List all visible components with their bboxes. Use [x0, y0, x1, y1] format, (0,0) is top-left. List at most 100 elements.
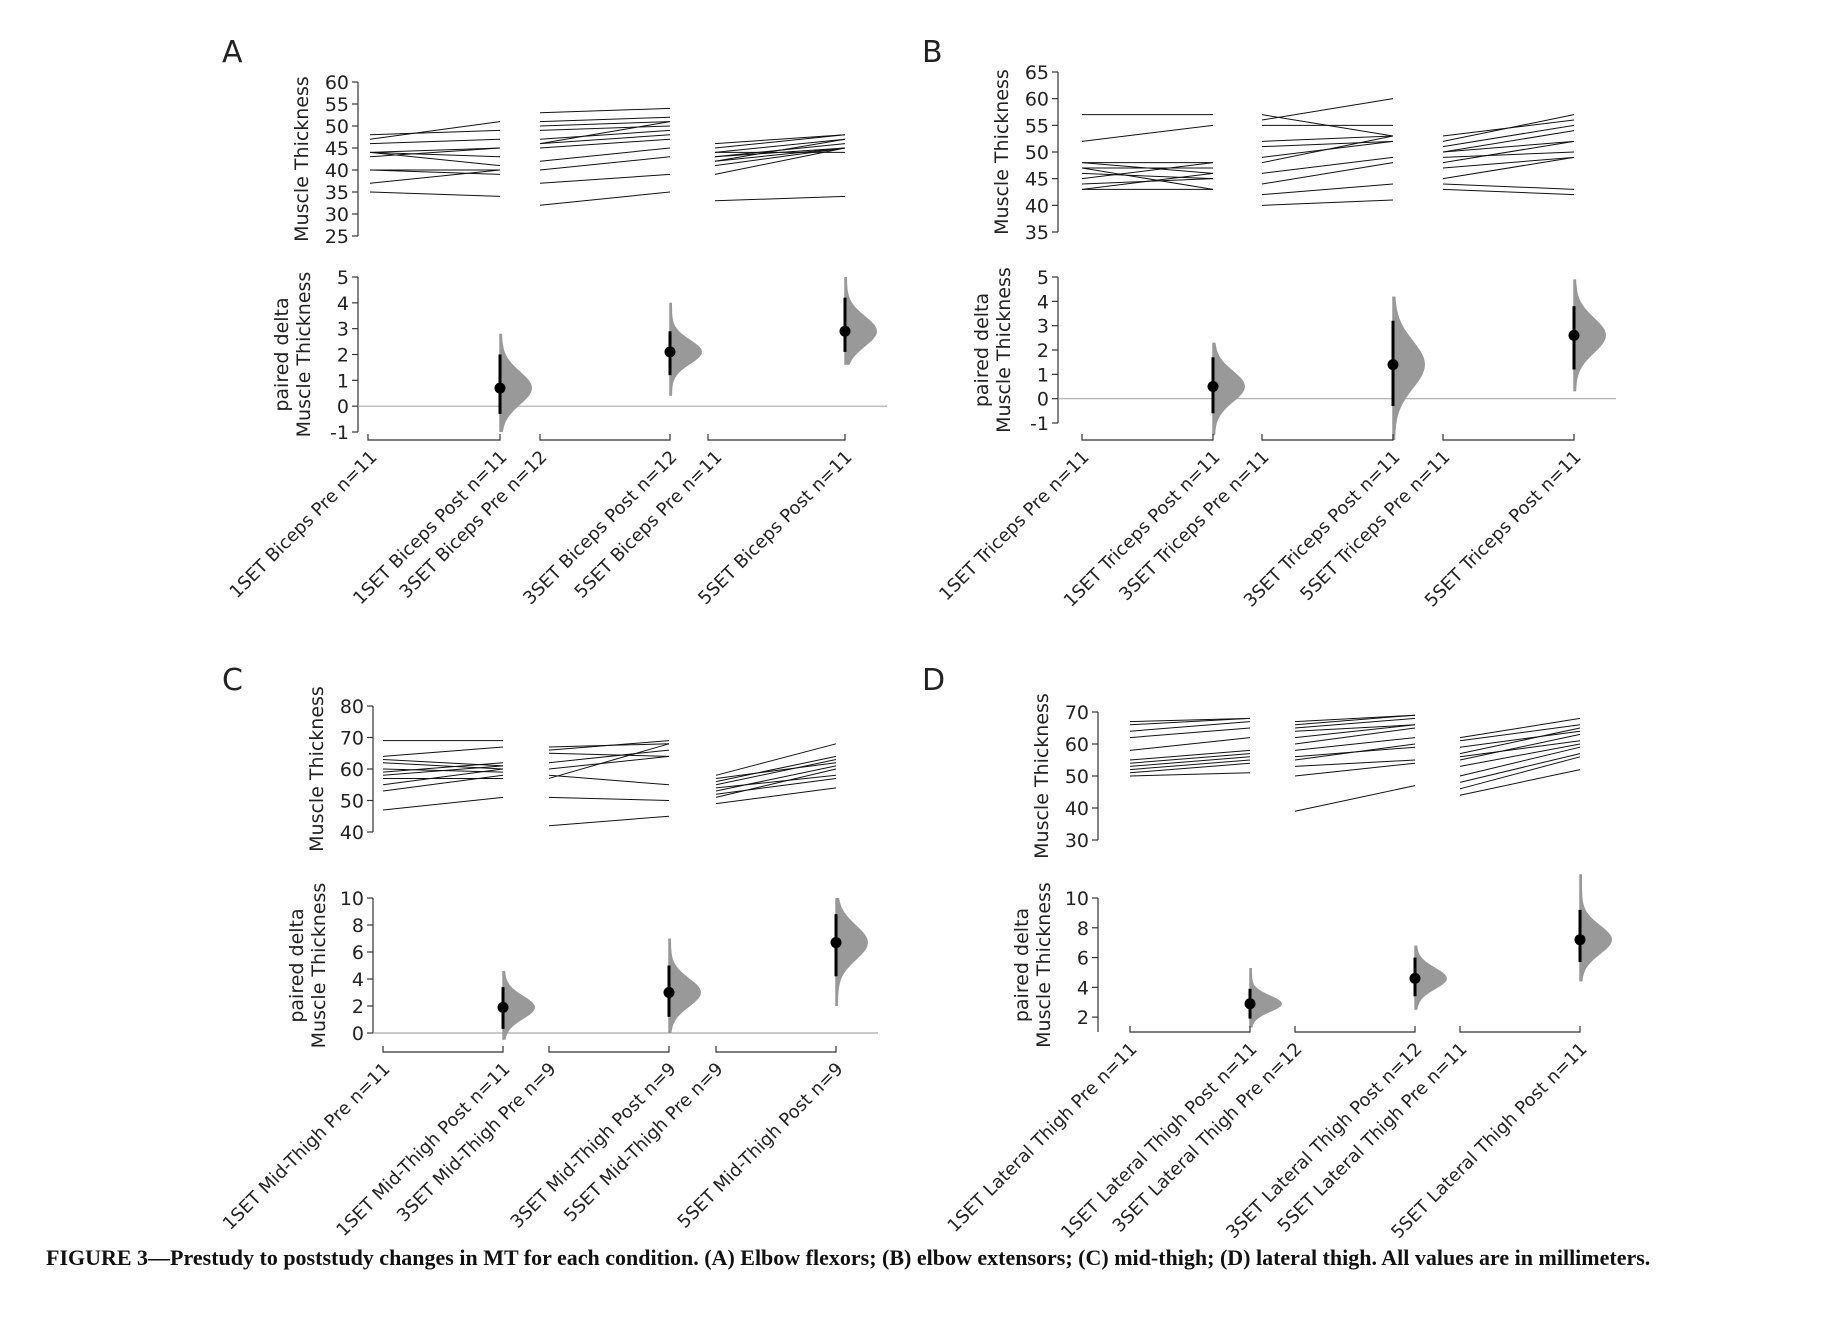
bottom-y-axis-label-2: Muscle Thickness	[1033, 882, 1055, 1048]
top-y-tick-label: 60	[340, 759, 364, 781]
paired-line	[539, 173, 671, 184]
paired-line	[1442, 151, 1575, 158]
paired-line	[548, 796, 670, 801]
paired-line	[382, 762, 504, 770]
panel-letter: A	[222, 35, 243, 70]
top-y-tick-label: 25	[325, 226, 349, 248]
delta-distribution	[670, 302, 702, 396]
category-label: 1SET Biceps Post n=11	[349, 447, 511, 609]
bottom-y-tick-label: 2	[1077, 1007, 1089, 1029]
paired-line	[1442, 140, 1575, 164]
bottom-y-tick-label: 5	[1037, 267, 1049, 289]
paired-line	[548, 743, 670, 779]
panel-d: D 30 40 50 60 70 Muscle Thickness 2 4 6 8 10 paired …	[922, 663, 1612, 1240]
top-y-tick-label: 45	[1025, 169, 1049, 191]
delta-distribution	[1250, 968, 1282, 1028]
panel-letter: B	[922, 35, 943, 70]
bottom-y-tick-label: 5	[337, 267, 349, 289]
delta-distribution	[500, 333, 532, 432]
delta-distribution	[1393, 296, 1425, 440]
bottom-y-tick-label: 4	[352, 969, 364, 991]
paired-line	[548, 740, 670, 751]
category-label: 5SET Lateral Thigh Post n=11	[1387, 1039, 1591, 1240]
paired-line	[1294, 737, 1416, 751]
paired-line	[1294, 727, 1416, 745]
bottom-y-tick-label: 0	[337, 396, 349, 418]
paired-line	[1459, 740, 1581, 758]
delta-mean-point	[1244, 998, 1256, 1010]
paired-line	[1459, 724, 1581, 742]
top-y-axis-label: Muscle Thickness	[1031, 693, 1053, 859]
paired-line	[382, 796, 504, 811]
paired-line	[1294, 785, 1416, 812]
paired-line	[1442, 114, 1575, 142]
bottom-y-tick-label: 6	[1077, 948, 1089, 970]
paired-line	[1442, 140, 1575, 153]
bottom-y-tick-label: 10	[1065, 888, 1089, 910]
group-bracket	[1442, 434, 1575, 441]
paired-line	[1442, 156, 1575, 169]
paired-line	[1459, 727, 1581, 755]
paired-line	[369, 147, 501, 153]
bottom-y-tick-label: 6	[352, 942, 364, 964]
paired-line	[1129, 749, 1251, 761]
paired-line	[539, 156, 671, 171]
paired-line	[1442, 183, 1575, 190]
paired-line	[1294, 714, 1416, 726]
group-bracket	[382, 1046, 504, 1053]
top-y-tick-label: 50	[340, 791, 364, 813]
delta-mean-point	[1574, 934, 1586, 946]
top-y-tick-label: 30	[325, 204, 349, 226]
bottom-y-tick-label: 0	[352, 1023, 364, 1045]
paired-line	[1261, 98, 1394, 121]
paired-line	[1129, 762, 1251, 774]
category-label: 3SET Lateral Thigh Post n=12	[1222, 1039, 1426, 1240]
delta-distribution	[503, 970, 535, 1040]
bottom-y-tick-label: -1	[1030, 413, 1049, 435]
paired-line	[548, 815, 670, 827]
paired-line	[1129, 756, 1251, 767]
bottom-y-tick-label: 8	[352, 915, 364, 937]
paired-line	[369, 169, 501, 175]
paired-line	[1294, 759, 1416, 767]
bottom-y-tick-label: 10	[340, 888, 364, 910]
paired-line	[369, 169, 501, 184]
top-y-tick-label: 35	[1025, 222, 1049, 244]
group-bracket	[715, 1046, 837, 1053]
category-label: 1SET Triceps Pre n=11	[935, 447, 1093, 605]
bottom-y-axis-label-1: paired delta	[1011, 908, 1033, 1022]
paired-line	[369, 138, 501, 145]
paired-line	[382, 746, 504, 757]
paired-line	[1294, 743, 1416, 761]
paired-line	[1459, 717, 1581, 739]
paired-line	[1459, 743, 1581, 767]
category-label: 3SET Lateral Thigh Pre n=12	[1109, 1039, 1307, 1237]
paired-line	[1442, 156, 1575, 180]
top-y-tick-label: 45	[325, 138, 349, 160]
paired-line	[382, 765, 504, 776]
delta-distribution	[1213, 342, 1245, 436]
top-y-tick-label: 80	[340, 696, 364, 718]
paired-line	[539, 125, 671, 131]
paired-line	[714, 134, 846, 149]
top-y-axis-label: Muscle Thickness	[306, 686, 328, 852]
paired-line	[1129, 727, 1251, 739]
paired-line	[1459, 756, 1581, 790]
delta-mean-point	[839, 325, 851, 337]
paired-line	[1459, 769, 1581, 796]
category-label: 1SET Biceps Pre n=11	[226, 447, 382, 603]
top-y-tick-label: 70	[1065, 702, 1089, 724]
paired-line	[369, 129, 501, 136]
paired-line	[369, 121, 501, 140]
delta-mean-point	[1409, 972, 1421, 984]
bottom-y-axis-label-2: Muscle Thickness	[993, 267, 1015, 433]
paired-line	[539, 121, 671, 145]
top-y-tick-label: 60	[1065, 734, 1089, 756]
bottom-y-tick-label: 1	[1037, 364, 1049, 386]
top-y-tick-label: 50	[1025, 142, 1049, 164]
paired-line	[715, 768, 837, 798]
group-bracket	[1129, 1026, 1251, 1033]
paired-line	[714, 147, 846, 162]
delta-distribution	[1580, 874, 1612, 982]
delta-distribution	[845, 277, 877, 365]
